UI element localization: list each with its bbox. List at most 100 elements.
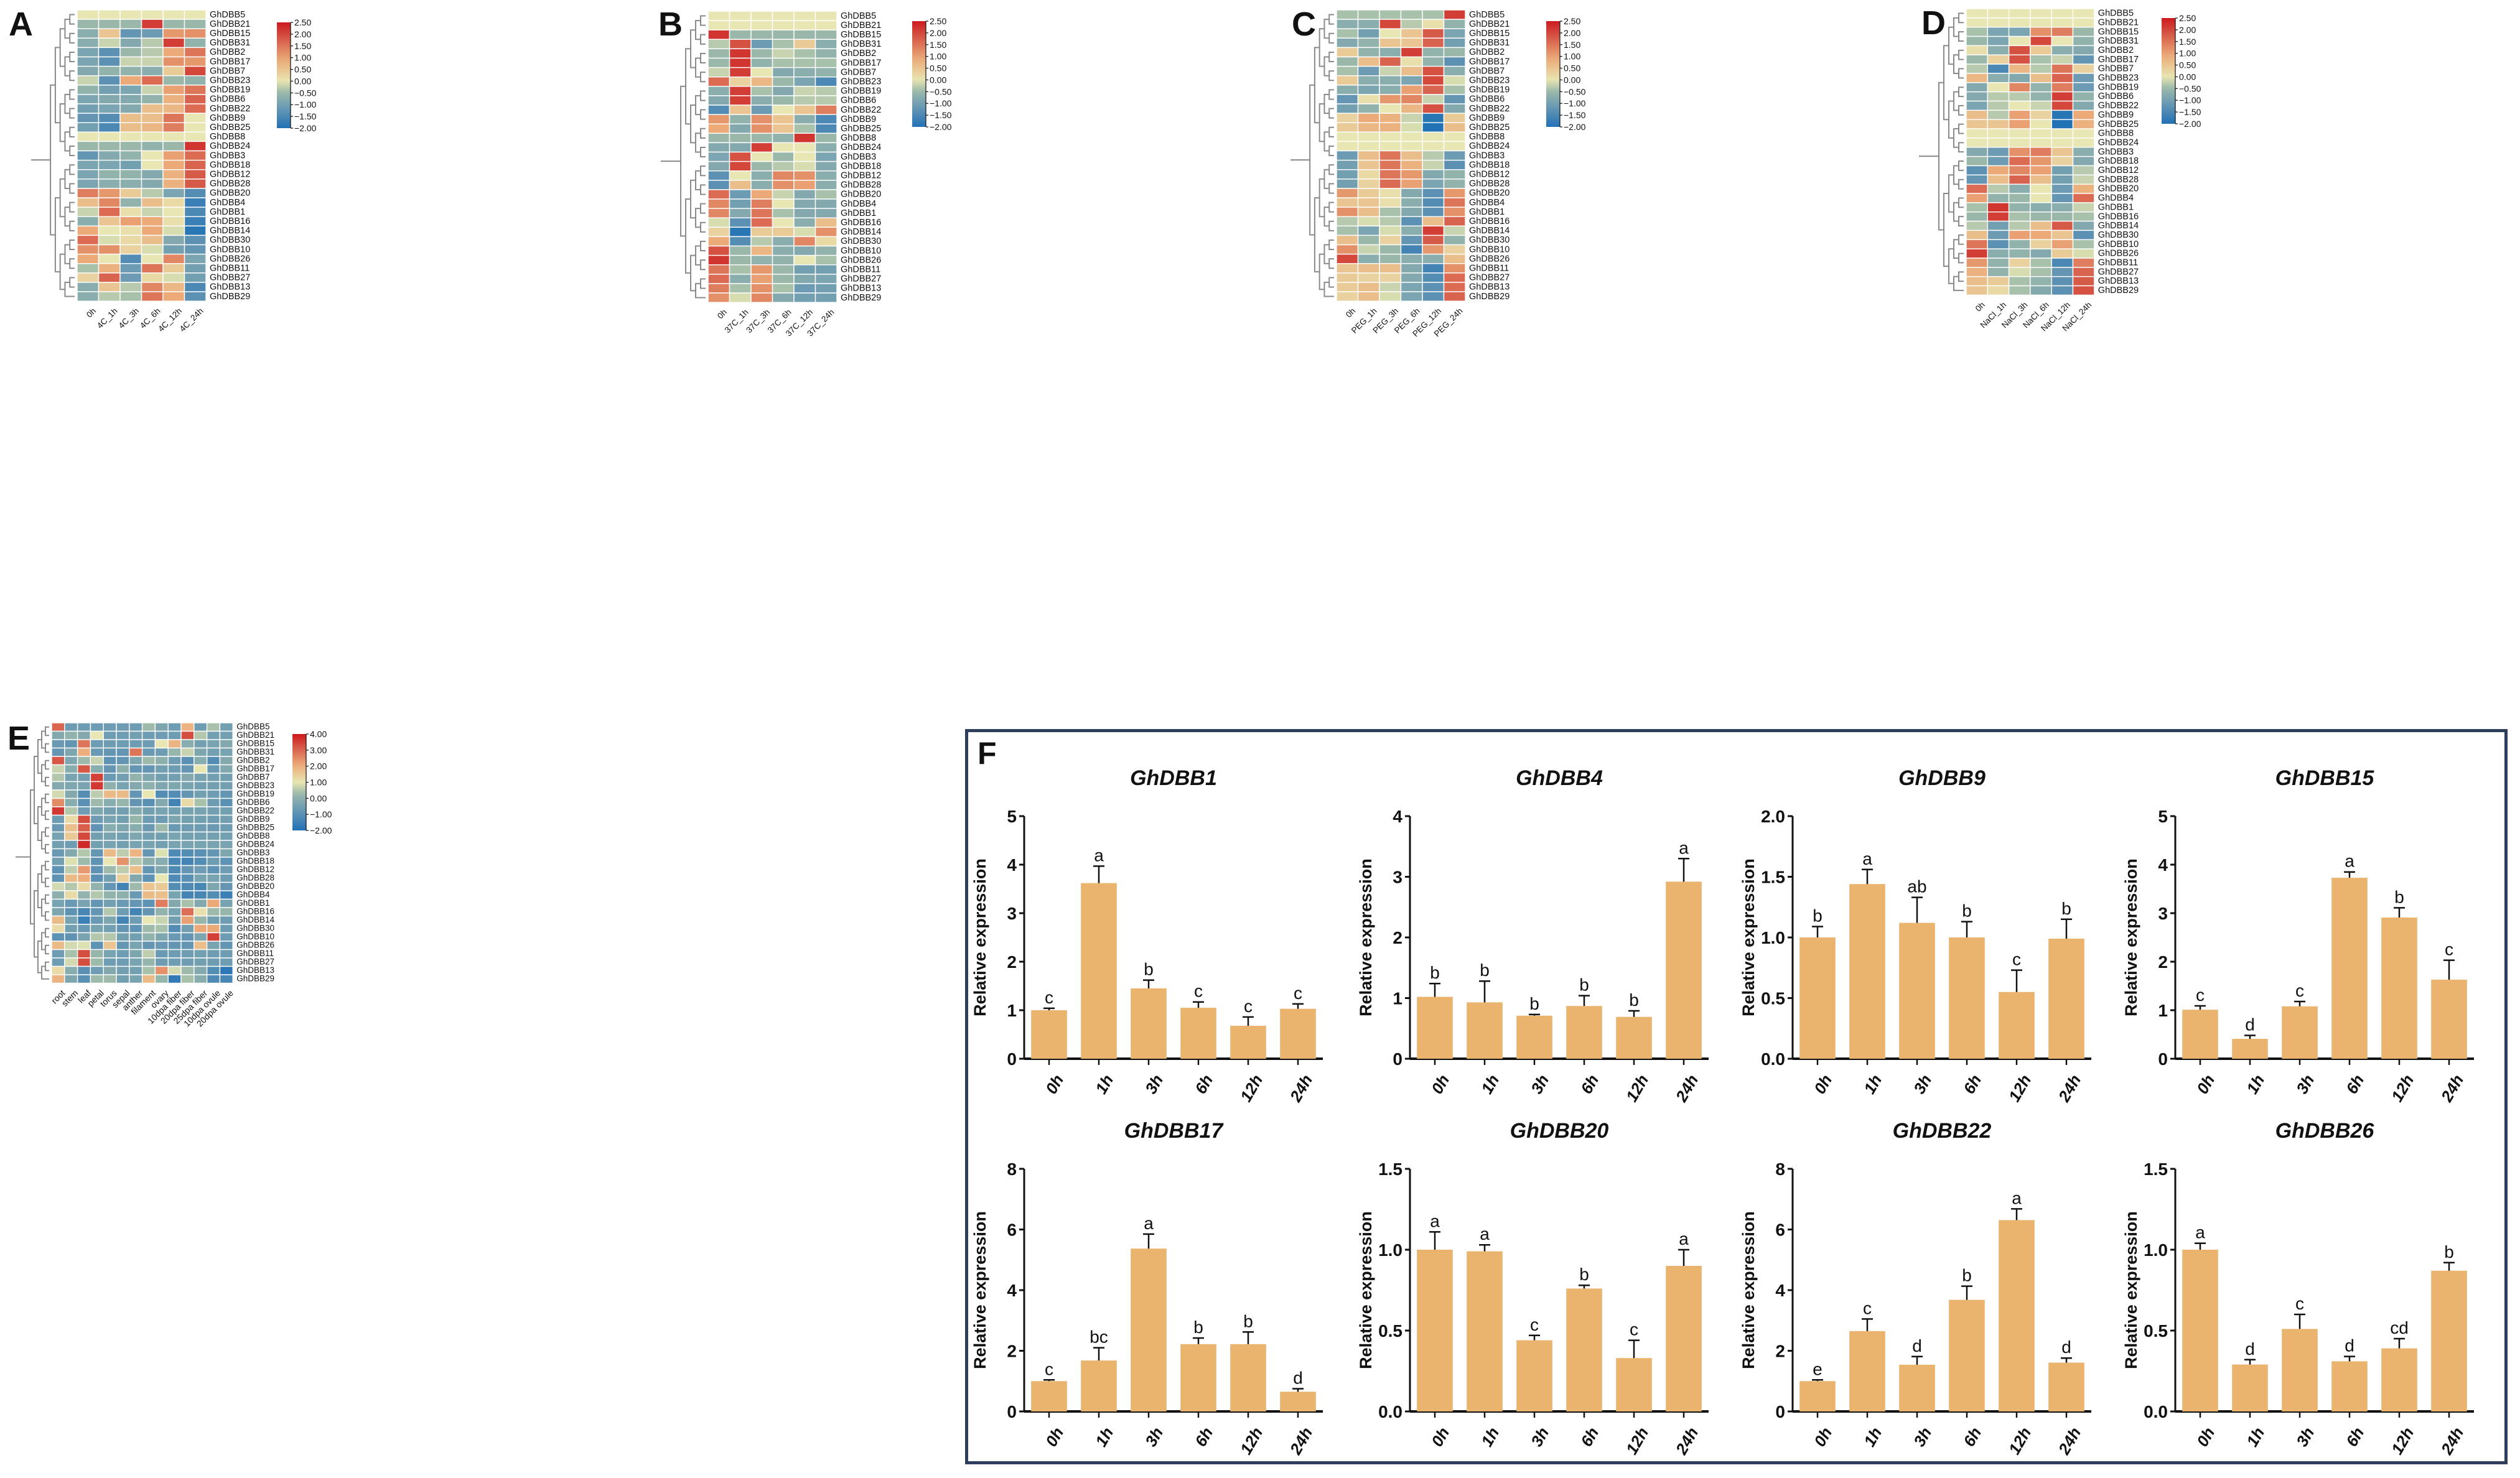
heatmap-cell — [141, 831, 156, 841]
heatmap-cell — [1400, 75, 1423, 86]
heatmap-cell — [219, 823, 233, 833]
heatmap-cell — [1966, 100, 1988, 111]
heatmap-cell — [1379, 207, 1402, 217]
heatmap-cell — [1400, 272, 1423, 283]
heatmap-cell — [184, 225, 207, 236]
dendrogram-branch — [45, 760, 49, 770]
heatmap-cell — [167, 924, 182, 934]
significance-letter: b — [1579, 1265, 1589, 1284]
row-label: GhDBB5 — [2098, 9, 2134, 19]
heatmap-cell — [2072, 8, 2095, 19]
heatmap-cell — [98, 141, 121, 152]
heatmap-cell — [141, 814, 156, 824]
dendrogram-branch — [64, 169, 70, 189]
heatmap-cell — [1379, 103, 1402, 114]
heatmap-cell — [180, 949, 195, 959]
heatmap-cell — [707, 86, 730, 96]
bar — [1949, 1299, 1985, 1411]
row-dendrogram — [16, 726, 49, 980]
significance-letter: b — [1962, 1266, 1972, 1285]
row-label: GhDBB16 — [210, 216, 250, 226]
heatmap-cell — [141, 282, 164, 292]
heatmap-cell — [219, 907, 233, 917]
heatmap-cell — [103, 797, 117, 807]
heatmap-cell — [2072, 156, 2095, 167]
dendrogram-branch — [700, 184, 706, 195]
row-label: GhDBB31 — [236, 747, 274, 756]
heatmap-cell — [1987, 147, 2010, 157]
heatmap-cell — [129, 974, 143, 984]
colorbar-tick-label: −0.50 — [930, 86, 952, 96]
heatmap-cell — [1443, 94, 1466, 105]
heatmap-cell — [103, 941, 117, 950]
heatmap-cell — [162, 159, 185, 170]
y-tick-label: 2 — [1007, 1342, 1017, 1361]
heatmap-cell — [162, 282, 185, 292]
heatmap-cell — [2008, 27, 2031, 37]
heatmap-cell — [77, 188, 100, 198]
heatmap-cell — [77, 797, 91, 807]
heatmap-cell — [184, 9, 207, 20]
heatmap-cell — [184, 179, 207, 189]
heatmap-cell — [1966, 147, 1988, 157]
heatmap-cell — [51, 915, 65, 925]
heatmap-cell — [141, 94, 164, 105]
heatmap-cell — [77, 103, 100, 114]
heatmap-cell — [1357, 19, 1380, 29]
y-tick-label: 0 — [1775, 1402, 1785, 1421]
row-label: GhDBB18 — [841, 161, 881, 171]
heatmap-cell — [1966, 193, 1988, 203]
heatmap-cell — [180, 764, 195, 774]
dendrogram-branch — [45, 726, 49, 737]
y-tick-label: 0 — [1007, 1049, 1017, 1069]
row-label: GhDBB19 — [841, 86, 881, 96]
heatmap-cell — [129, 907, 143, 917]
row-label: GhDBB11 — [841, 264, 880, 274]
y-axis-label: Relative expression — [2122, 1211, 2140, 1369]
heatmap-cell — [793, 226, 816, 238]
heatmap-cell — [1987, 73, 2010, 83]
heatmap-cell — [1987, 109, 2010, 120]
significance-letter: b — [1813, 906, 1822, 925]
heatmap-cell — [1400, 225, 1423, 236]
heatmap-cell — [129, 890, 143, 900]
x-tick-label: 1h — [2242, 1424, 2268, 1449]
dendrogram-branch — [700, 90, 706, 101]
heatmap-cell — [1966, 128, 1988, 139]
dendrogram-branch — [700, 278, 706, 289]
heatmap-cell — [2008, 211, 2031, 222]
dendrogram-branch — [54, 47, 60, 124]
heatmap-cell — [1400, 244, 1423, 255]
heatmap-cell — [814, 76, 838, 87]
y-tick-label: 0.0 — [1378, 1402, 1402, 1421]
heatmap-cell — [1400, 19, 1423, 29]
x-tick-label: 24h — [2437, 1071, 2467, 1105]
row-label: GhDBB4 — [210, 198, 245, 208]
heatmap-cell — [814, 254, 838, 266]
heatmap-cell — [772, 123, 795, 134]
y-tick-label: 3 — [1007, 904, 1017, 923]
dendrogram-branch — [69, 126, 75, 137]
heatmap-cell — [51, 747, 65, 757]
heatmap-cell — [206, 965, 221, 975]
heatmap-cell — [184, 253, 207, 264]
x-tick-label: 6h — [2342, 1424, 2368, 1449]
heatmap-cell — [729, 114, 752, 124]
dendrogram-branch — [1958, 271, 1964, 282]
bar — [1516, 1015, 1552, 1059]
dendrogram-branch — [1323, 131, 1330, 152]
heatmap-cell — [90, 747, 104, 757]
dendrogram-branch — [1328, 258, 1334, 269]
heatmap-cell — [98, 263, 121, 274]
heatmap-cell — [162, 150, 185, 161]
colorbar-tick-label: 4.00 — [310, 729, 327, 739]
dendrogram-branch — [700, 109, 706, 120]
heatmap-cell — [141, 47, 164, 58]
heatmap-cell — [162, 291, 185, 302]
heatmap-cell — [2051, 17, 2074, 28]
heatmap-cell — [119, 56, 142, 67]
heatmap-cell — [180, 823, 195, 833]
row-label: GhDBB5 — [210, 10, 245, 20]
heatmap-cell — [729, 142, 752, 153]
heatmap-cell — [2072, 230, 2095, 240]
